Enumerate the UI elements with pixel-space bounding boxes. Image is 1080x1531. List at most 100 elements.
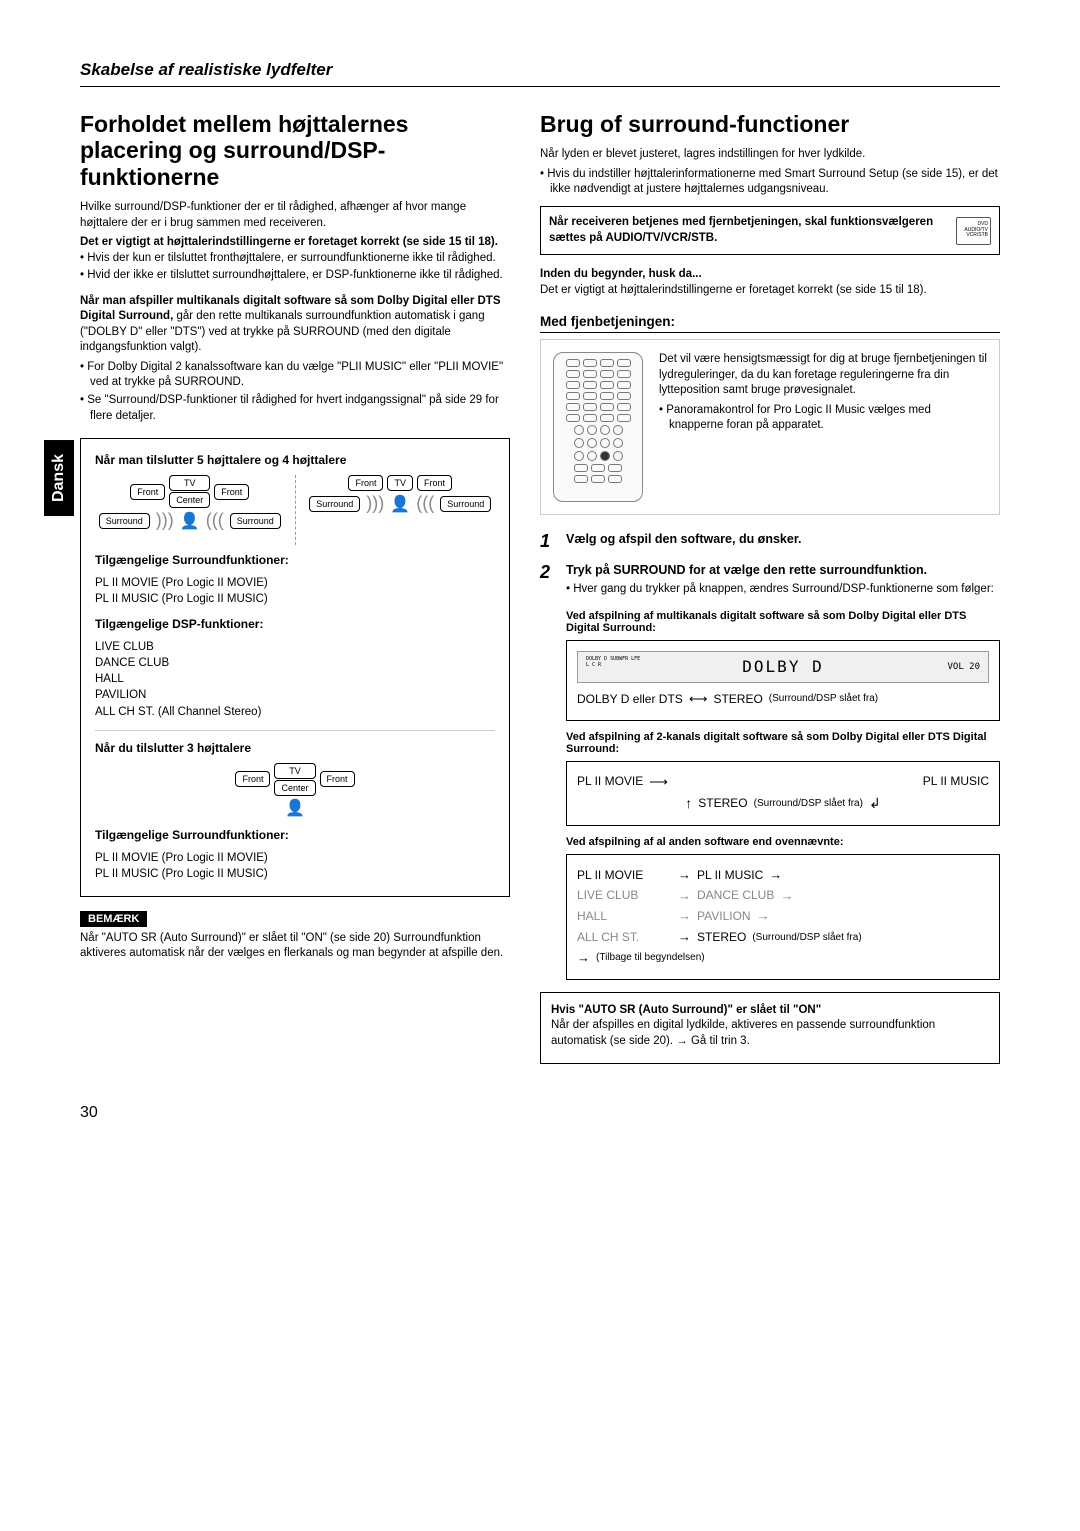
page-number: 30 (80, 1104, 1000, 1122)
dsp-title: Tilgængelige DSP-funktioner: (95, 617, 495, 631)
auto-title: Hvis "AUTO SR (Auto Surround)" er slået … (551, 1003, 989, 1019)
right-column: Brug of surround-functioner Når lyden er… (540, 111, 1000, 1064)
spk-surround: Surround (99, 513, 150, 529)
step-title: Tryk på SURROUND for at vælge den rette … (566, 562, 1000, 578)
waves-icon: ((( (206, 510, 224, 531)
multi-para: Når man afspiller multikanals digitalt s… (80, 294, 510, 356)
arrow-icon: → (577, 948, 590, 969)
arrow-icon: → (769, 865, 782, 886)
flow-node: PAVILION (697, 907, 751, 926)
remote-text: Det vil være hensigtsmæssigt for dig at … (659, 352, 987, 399)
flow-node: DANCE CLUB (697, 886, 774, 905)
right-intro: Når lyden er blevet justeret, lagres ind… (540, 147, 1000, 163)
diagram-1-title: Ved afspilning af multikanals digitalt s… (540, 610, 1000, 634)
arrow-icon: ⟶ (649, 772, 668, 793)
arrow-icon: → (678, 865, 691, 886)
waves-icon: ))) (156, 510, 174, 531)
flow-node: STEREO (713, 690, 762, 709)
left-column: Forholdet mellem højttalernes placering … (80, 111, 510, 1064)
auto-sr-box: Hvis "AUTO SR (Auto Surround)" er slået … (540, 992, 1000, 1065)
left-bullet: • Hvid der ikke er tilsluttet surroundhø… (80, 268, 510, 284)
flow-node: LIVE CLUB (577, 886, 672, 905)
spk-front: Front (235, 771, 270, 787)
spk-center: Center (274, 780, 315, 796)
flow-note: (Surround/DSP slået fra) (769, 691, 878, 707)
flow-node: PL II MOVIE (577, 866, 672, 885)
note-text: Når "AUTO SR (Auto Surround)" er slået t… (80, 931, 510, 962)
sub-heading: Med fjenbetjeningen: (540, 314, 1000, 333)
spk-center: Center (169, 492, 210, 508)
right-intro-bullet: • Hvis du indstiller højttalerinformatio… (540, 167, 1000, 198)
flow-note: (Surround/DSP slået fra) (754, 796, 863, 812)
sur-title: Tilgængelige Surroundfunktioner: (95, 553, 495, 567)
speaker-box: Når man tilslutter 5 højttalere og 4 høj… (80, 438, 510, 897)
language-tab: Dansk (44, 440, 74, 516)
flow-node: STEREO (698, 794, 747, 813)
step-bullet: • Hver gang du trykker på knappen, ændre… (566, 582, 1000, 598)
waves-icon: ((( (416, 493, 434, 514)
box-h1: Når man tilslutter 5 højttalere og 4 høj… (95, 453, 495, 467)
spk-surround: Surround (309, 496, 360, 512)
display-panel: DOLBY D SUBWFR LFE L C R DOLBY D VOL 20 (577, 651, 989, 683)
sur-title-2: Tilgængelige Surroundfunktioner: (95, 828, 495, 842)
flow-node: PL II MUSIC (697, 866, 763, 885)
remote-control-icon (553, 352, 643, 502)
speaker-row-5-4: Front TV Center Front Surround ))) 👤 (((… (95, 475, 495, 545)
before-text: Det er vigtigt at højttalerindstillinger… (540, 283, 1000, 299)
step-num: 2 (540, 562, 558, 583)
sur-list-2: PL II MOVIE (Pro Logic II MOVIE) PL II M… (95, 850, 495, 882)
left-intro: Hvilke surround/DSP-funktioner der er ti… (80, 200, 510, 231)
spk-front: Front (417, 475, 452, 491)
remote-region: Det vil være hensigtsmæssigt for dig at … (540, 339, 1000, 515)
spk-surround: Surround (440, 496, 491, 512)
sur-list: PL II MOVIE (Pro Logic II MOVIE) PL II M… (95, 575, 495, 607)
left-bullet: • For Dolby Digital 2 kanalssoftware kan… (80, 360, 510, 391)
left-title: Forholdet mellem højttalernes placering … (80, 111, 510, 190)
step-num: 1 (540, 531, 558, 552)
diagram-2-title: Ved afspilning af 2-kanals digitalt soft… (540, 731, 1000, 755)
remote-bullet: • Panoramakontrol for Pro Logic II Music… (659, 403, 987, 434)
step-2: 2 Tryk på SURROUND for at vælge den rett… (540, 562, 1000, 600)
listener-icon: 👤 (390, 494, 410, 514)
left-bullet: • Hvis der kun er tilsluttet fronthøjtta… (80, 251, 510, 267)
note-tag: BEMÆRK (80, 911, 147, 927)
spk-front: Front (130, 484, 165, 500)
listener-icon: 👤 (285, 798, 305, 818)
listener-icon: 👤 (180, 511, 200, 531)
box-h2: Når du tilslutter 3 højttalere (95, 730, 495, 755)
flow-note: (Surround/DSP slået fra) (752, 930, 861, 946)
step-1: 1 Vælg og afspil den software, du ønsker… (540, 531, 1000, 552)
arrow-icon: → (678, 927, 691, 948)
dsp-list: LIVE CLUB DANCE CLUB HALL PAVILION ALL C… (95, 639, 495, 719)
arrow-icon: → (678, 886, 691, 907)
flow-node: ALL CH ST. (577, 928, 672, 947)
step-title: Vælg og afspil den software, du ønsker. (566, 531, 1000, 547)
page-header: Skabelse af realistiske lydfelter (80, 60, 1000, 87)
right-title: Brug of surround-functioner (540, 111, 1000, 137)
spk-front: Front (214, 484, 249, 500)
left-bold-note: Det er vigtigt at højttalerindstillinger… (80, 235, 510, 251)
arrow-icon: → (678, 906, 691, 927)
left-bullet: • Se "Surround/DSP-funktioner til rådigh… (80, 393, 510, 424)
diagram-3: PL II MOVIE → PL II MUSIC → LIVE CLUB → … (566, 854, 1000, 980)
selector-switch-icon: DVD AUDIO/TV VCR/STB (956, 217, 991, 245)
arrow-icon: ⟷ (689, 689, 708, 710)
diagram-2: PL II MOVIE ⟶ PL II MUSIC ↑ STEREO (Surr… (566, 761, 1000, 826)
diagram-1: DOLBY D SUBWFR LFE L C R DOLBY D VOL 20 … (566, 640, 1000, 721)
flow-node: DOLBY D eller DTS (577, 690, 683, 709)
spk-front: Front (320, 771, 355, 787)
spk-tv: TV (274, 763, 315, 779)
arrow-icon: → (780, 886, 793, 907)
auto-text: Når der afspilles en digital lydkilde, a… (551, 1018, 989, 1049)
spk-front: Front (348, 475, 383, 491)
flow-node: PL II MUSIC (923, 772, 989, 791)
waves-icon: ))) (366, 493, 384, 514)
diagram-3-title: Ved afspilning af al anden software end … (540, 836, 1000, 848)
flow-back: (Tilbage til begyndelsen) (596, 950, 705, 966)
spk-surround: Surround (230, 513, 281, 529)
flow-node: STEREO (697, 928, 746, 947)
spk-tv: TV (169, 475, 210, 491)
flow-node: PL II MOVIE (577, 772, 643, 791)
flow-node: HALL (577, 907, 672, 926)
spk-tv: TV (387, 475, 413, 491)
